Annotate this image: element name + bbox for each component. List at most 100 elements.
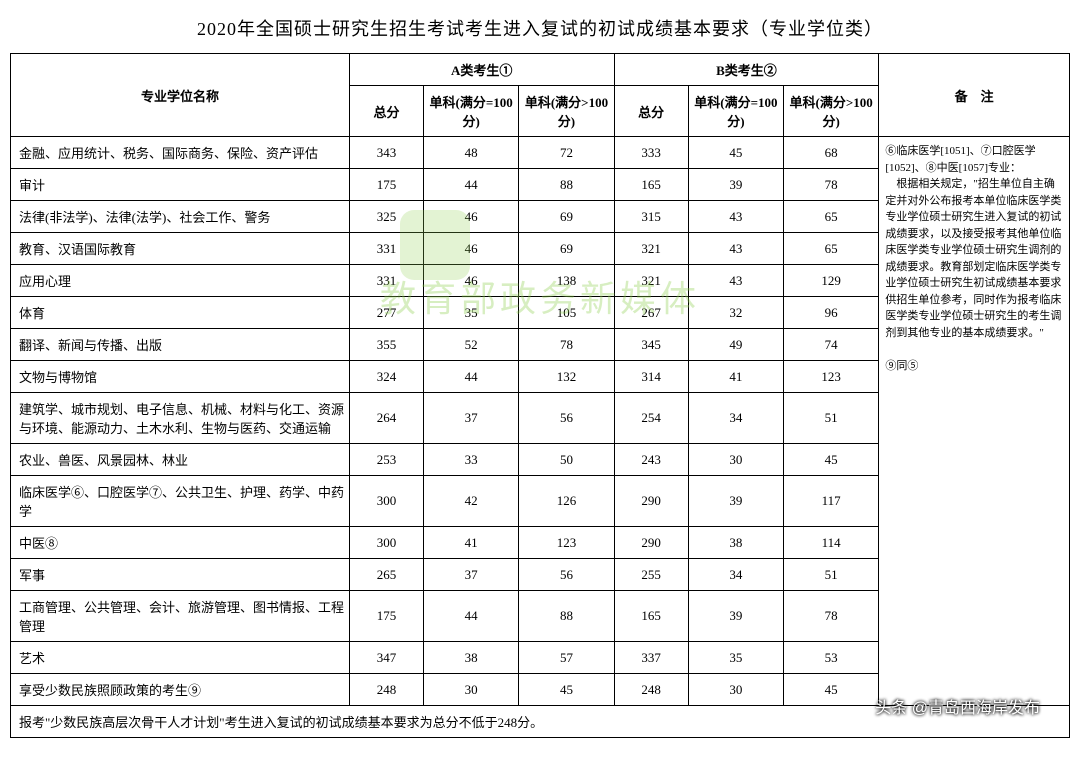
page-title: 2020年全国硕士研究生招生考试考生进入复试的初试成绩基本要求（专业学位类） — [10, 15, 1070, 41]
col-major: 专业学位名称 — [11, 54, 350, 137]
table-row: 金融、应用统计、税务、国际商务、保险、资产评估34348723334568⑥临床… — [11, 137, 1070, 169]
score-cell: 355 — [349, 329, 423, 361]
score-cell: 347 — [349, 642, 423, 674]
score-cell: 255 — [614, 559, 688, 591]
score-cell: 175 — [349, 169, 423, 201]
col-a-s100: 单科(满分=100分) — [424, 86, 519, 137]
score-cell: 333 — [614, 137, 688, 169]
score-cell: 39 — [688, 476, 783, 527]
major-name: 建筑学、城市规划、电子信息、机械、材料与化工、资源与环境、能源动力、土木水利、生… — [11, 393, 350, 444]
score-cell: 39 — [688, 169, 783, 201]
score-cell: 34 — [688, 559, 783, 591]
score-cell: 43 — [688, 233, 783, 265]
score-cell: 277 — [349, 297, 423, 329]
score-cell: 46 — [424, 233, 519, 265]
col-notes: 备 注 — [879, 54, 1070, 137]
score-cell: 34 — [688, 393, 783, 444]
score-cell: 165 — [614, 169, 688, 201]
score-cell: 175 — [349, 591, 423, 642]
major-name: 体育 — [11, 297, 350, 329]
col-a-sover: 单科(满分>100分) — [519, 86, 614, 137]
score-cell: 331 — [349, 233, 423, 265]
score-cell: 314 — [614, 361, 688, 393]
major-name: 临床医学⑥、口腔医学⑦、公共卫生、护理、药学、中药学 — [11, 476, 350, 527]
major-name: 文物与博物馆 — [11, 361, 350, 393]
score-cell: 78 — [519, 329, 614, 361]
major-name: 享受少数民族照顾政策的考生⑨ — [11, 674, 350, 706]
score-cell: 51 — [784, 393, 879, 444]
score-cell: 65 — [784, 201, 879, 233]
score-cell: 30 — [688, 444, 783, 476]
major-name: 艺术 — [11, 642, 350, 674]
score-cell: 30 — [688, 674, 783, 706]
score-cell: 343 — [349, 137, 423, 169]
score-cell: 65 — [784, 233, 879, 265]
score-cell: 74 — [784, 329, 879, 361]
score-cell: 45 — [784, 674, 879, 706]
col-b-total: 总分 — [614, 86, 688, 137]
score-cell: 264 — [349, 393, 423, 444]
major-name: 中医⑧ — [11, 527, 350, 559]
score-cell: 321 — [614, 265, 688, 297]
score-cell: 132 — [519, 361, 614, 393]
score-cell: 45 — [519, 674, 614, 706]
score-cell: 48 — [424, 137, 519, 169]
footer-note: 报考"少数民族高层次骨干人才计划"考生进入复试的初试成绩基本要求为总分不低于24… — [11, 706, 1070, 738]
score-cell: 315 — [614, 201, 688, 233]
score-cell: 123 — [784, 361, 879, 393]
score-cell: 290 — [614, 527, 688, 559]
col-a-total: 总分 — [349, 86, 423, 137]
score-cell: 325 — [349, 201, 423, 233]
score-cell: 51 — [784, 559, 879, 591]
score-cell: 254 — [614, 393, 688, 444]
score-cell: 88 — [519, 591, 614, 642]
score-cell: 68 — [784, 137, 879, 169]
col-b-sover: 单科(满分>100分) — [784, 86, 879, 137]
score-cell: 42 — [424, 476, 519, 527]
score-cell: 43 — [688, 265, 783, 297]
major-name: 法律(非法学)、法律(法学)、社会工作、警务 — [11, 201, 350, 233]
score-cell: 300 — [349, 527, 423, 559]
score-cell: 165 — [614, 591, 688, 642]
major-name: 金融、应用统计、税务、国际商务、保险、资产评估 — [11, 137, 350, 169]
score-cell: 56 — [519, 559, 614, 591]
score-cell: 53 — [784, 642, 879, 674]
score-cell: 138 — [519, 265, 614, 297]
footer-row: 报考"少数民族高层次骨干人才计划"考生进入复试的初试成绩基本要求为总分不低于24… — [11, 706, 1070, 738]
score-cell: 105 — [519, 297, 614, 329]
score-cell: 52 — [424, 329, 519, 361]
score-cell: 39 — [688, 591, 783, 642]
score-cell: 265 — [349, 559, 423, 591]
score-cell: 46 — [424, 201, 519, 233]
score-cell: 37 — [424, 393, 519, 444]
score-cell: 32 — [688, 297, 783, 329]
score-cell: 57 — [519, 642, 614, 674]
score-cell: 331 — [349, 265, 423, 297]
major-name: 农业、兽医、风景园林、林业 — [11, 444, 350, 476]
score-cell: 300 — [349, 476, 423, 527]
score-cell: 35 — [424, 297, 519, 329]
major-name: 审计 — [11, 169, 350, 201]
score-cell: 123 — [519, 527, 614, 559]
score-cell: 78 — [784, 169, 879, 201]
score-cell: 324 — [349, 361, 423, 393]
score-cell: 41 — [424, 527, 519, 559]
score-cell: 267 — [614, 297, 688, 329]
score-cell: 38 — [424, 642, 519, 674]
score-cell: 50 — [519, 444, 614, 476]
score-cell: 248 — [614, 674, 688, 706]
score-cell: 45 — [688, 137, 783, 169]
score-cell: 45 — [784, 444, 879, 476]
header-row-1: 专业学位名称 A类考生① B类考生② 备 注 — [11, 54, 1070, 86]
score-cell: 56 — [519, 393, 614, 444]
score-cell: 345 — [614, 329, 688, 361]
score-cell: 290 — [614, 476, 688, 527]
score-cell: 37 — [424, 559, 519, 591]
table-body: 金融、应用统计、税务、国际商务、保险、资产评估34348723334568⑥临床… — [11, 137, 1070, 706]
score-cell: 243 — [614, 444, 688, 476]
score-cell: 78 — [784, 591, 879, 642]
score-cell: 114 — [784, 527, 879, 559]
score-cell: 44 — [424, 361, 519, 393]
major-name: 工商管理、公共管理、会计、旅游管理、图书情报、工程管理 — [11, 591, 350, 642]
score-cell: 337 — [614, 642, 688, 674]
